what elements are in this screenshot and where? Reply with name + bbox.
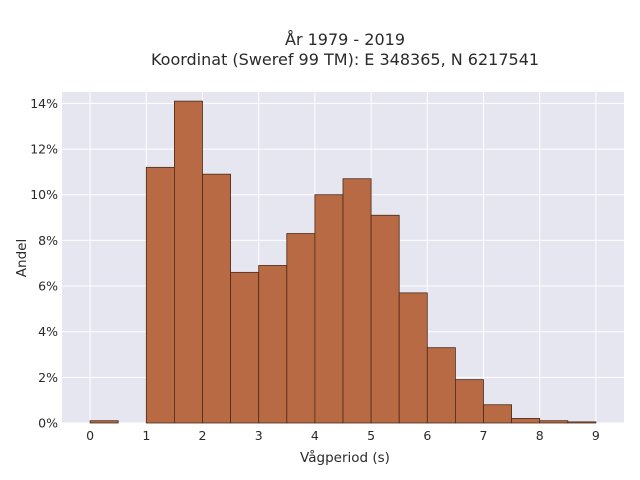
histogram-bar [89, 420, 119, 424]
histogram-bar [454, 379, 484, 424]
x-tick-label: 3 [255, 428, 263, 443]
chart-title-line1: År 1979 - 2019 [285, 30, 405, 49]
histogram-bar [286, 233, 316, 424]
histogram-bar [426, 347, 456, 424]
y-tick-labels: 0% 2% 4% 6% 8% 10% 12% 14% [30, 96, 58, 431]
y-tick-label: 6% [38, 279, 58, 294]
y-tick-label: 12% [30, 142, 58, 157]
x-tick-label: 9 [592, 428, 600, 443]
histogram-bar [145, 166, 175, 424]
histogram-bar [314, 194, 344, 424]
histogram-bar [398, 292, 428, 424]
y-tick-label: 2% [38, 370, 58, 385]
x-tick-label: 0 [86, 428, 94, 443]
x-tick-labels: 0 1 2 3 4 5 6 7 8 9 [86, 428, 600, 443]
chart-title-line2: Koordinat (Sweref 99 TM): E 348365, N 62… [151, 50, 539, 69]
histogram-bar [173, 100, 203, 424]
histogram-bar [258, 265, 288, 424]
bars [89, 100, 597, 424]
y-tick-label: 14% [30, 96, 58, 111]
x-tick-label: 6 [423, 428, 431, 443]
y-axis-label: Andel [14, 239, 30, 277]
y-tick-label: 8% [38, 233, 58, 248]
histogram-bar [511, 418, 541, 424]
x-tick-label: 5 [367, 428, 375, 443]
histogram-bar [539, 420, 569, 424]
y-tick-label: 0% [38, 416, 58, 431]
y-tick-label: 10% [30, 187, 58, 202]
y-tick-label: 4% [38, 324, 58, 339]
x-tick-label: 1 [142, 428, 150, 443]
histogram-bar [370, 214, 400, 424]
x-tick-label: 8 [536, 428, 544, 443]
histogram-bar [202, 173, 232, 424]
x-tick-label: 7 [480, 428, 488, 443]
x-tick-label: 2 [199, 428, 207, 443]
x-axis-label: Vågperiod (s) [300, 449, 390, 466]
histogram-bar [230, 271, 260, 424]
x-tick-label: 4 [311, 428, 319, 443]
histogram-bar [483, 404, 513, 424]
histogram-bar [342, 178, 372, 424]
histogram-bar [567, 421, 597, 424]
